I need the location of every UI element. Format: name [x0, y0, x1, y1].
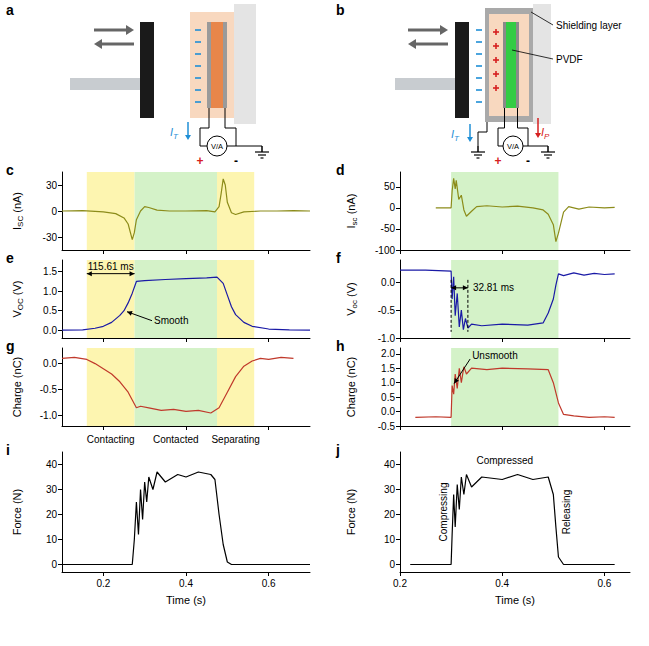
svg-text:V/A: V/A [211, 142, 223, 151]
svg-text:(V): (V) [345, 282, 357, 300]
svg-text:(nA): (nA) [345, 194, 357, 218]
svg-text:Charge (nC): Charge (nC) [345, 357, 357, 418]
svg-text:Unsmooth: Unsmooth [472, 350, 518, 361]
svg-text:20: 20 [384, 509, 396, 520]
svg-text:0.2: 0.2 [393, 578, 407, 589]
svg-text:IT: IT [170, 126, 179, 141]
svg-text:0.0: 0.0 [381, 406, 395, 417]
svg-text:-30: -30 [43, 232, 58, 243]
svg-text:0.6: 0.6 [262, 578, 276, 589]
svg-text:Smooth: Smooth [154, 315, 188, 326]
svg-text:-0.5: -0.5 [40, 384, 58, 395]
svg-text:oc: oc [350, 300, 359, 308]
svg-text:(V): (V) [11, 280, 23, 298]
svg-text:+: + [494, 154, 501, 168]
svg-text:V: V [11, 310, 23, 318]
svg-text:0.0: 0.0 [381, 277, 395, 288]
svg-text:Force (N): Force (N) [345, 489, 357, 535]
svg-text:-1.0: -1.0 [378, 333, 396, 344]
svg-text:-100: -100 [375, 245, 395, 256]
svg-text:(nA): (nA) [11, 192, 23, 216]
svg-text:IT: IT [451, 128, 460, 143]
svg-text:Shielding layer: Shielding layer [556, 20, 622, 31]
svg-text:Charge (nC): Charge (nC) [11, 357, 23, 418]
svg-text:115.61 ms: 115.61 ms [88, 261, 134, 272]
svg-text:h: h [336, 338, 345, 354]
svg-text:d: d [336, 162, 345, 178]
svg-text:c: c [6, 162, 14, 178]
svg-text:50: 50 [384, 181, 396, 192]
svg-text:f: f [336, 250, 341, 266]
svg-text:a: a [6, 2, 14, 18]
svg-text:Time (s): Time (s) [495, 594, 535, 606]
svg-text:b: b [336, 2, 345, 18]
svg-text:g: g [6, 338, 15, 354]
svg-text:Contacting: Contacting [87, 434, 135, 445]
svg-text:30: 30 [46, 484, 58, 495]
svg-text:30: 30 [384, 484, 396, 495]
svg-text:0.4: 0.4 [179, 578, 193, 589]
svg-text:32.81 ms: 32.81 ms [473, 282, 514, 293]
svg-text:Force (N): Force (N) [11, 489, 23, 535]
svg-text:e: e [6, 250, 14, 266]
svg-text:1.0: 1.0 [381, 377, 395, 388]
svg-text:0: 0 [389, 559, 395, 570]
svg-text:0.4: 0.4 [495, 578, 509, 589]
svg-text:1.5: 1.5 [43, 266, 57, 277]
svg-text:0.5: 0.5 [381, 392, 395, 403]
svg-text:40: 40 [46, 459, 58, 470]
svg-text:30: 30 [46, 180, 58, 191]
svg-text:10: 10 [46, 534, 58, 545]
svg-text:Contacted: Contacted [153, 434, 199, 445]
svg-text:0: 0 [51, 206, 57, 217]
svg-text:PVDF: PVDF [556, 54, 583, 65]
svg-text:-50: -50 [381, 223, 396, 234]
svg-text:0.5: 0.5 [43, 305, 57, 316]
svg-text:SC: SC [16, 216, 25, 227]
svg-text:sc: sc [350, 217, 359, 225]
svg-text:j: j [335, 442, 340, 458]
svg-text:1.0: 1.0 [43, 286, 57, 297]
svg-text:Compressing: Compressing [438, 483, 449, 542]
svg-text:20: 20 [46, 509, 58, 520]
svg-text:IP: IP [541, 126, 550, 141]
svg-text:OC: OC [16, 298, 25, 310]
svg-text:V: V [345, 308, 357, 316]
svg-text:-0.5: -0.5 [378, 421, 396, 432]
svg-text:I: I [11, 226, 23, 230]
svg-text:1.5: 1.5 [381, 363, 395, 374]
svg-text:Time (s): Time (s) [166, 594, 206, 606]
svg-text:-1.0: -1.0 [40, 410, 58, 421]
svg-text:-: - [234, 154, 238, 168]
svg-text:Separating: Separating [211, 434, 259, 445]
svg-text:I: I [345, 225, 357, 229]
svg-text:i: i [6, 442, 10, 458]
svg-text:Compressed: Compressed [476, 455, 533, 466]
svg-text:-: - [526, 154, 530, 168]
svg-text:0: 0 [389, 202, 395, 213]
svg-text:-0.5: -0.5 [378, 305, 396, 316]
svg-text:V/A: V/A [507, 142, 519, 151]
svg-text:0.0: 0.0 [43, 358, 57, 369]
svg-text:10: 10 [384, 534, 396, 545]
svg-text:0.0: 0.0 [43, 325, 57, 336]
svg-text:0: 0 [51, 559, 57, 570]
svg-text:40: 40 [384, 459, 396, 470]
svg-text:+: + [196, 154, 203, 168]
svg-text:Releasing: Releasing [561, 490, 572, 534]
svg-text:2.0: 2.0 [381, 348, 395, 359]
svg-text:0.6: 0.6 [597, 578, 611, 589]
svg-text:0.2: 0.2 [96, 578, 110, 589]
